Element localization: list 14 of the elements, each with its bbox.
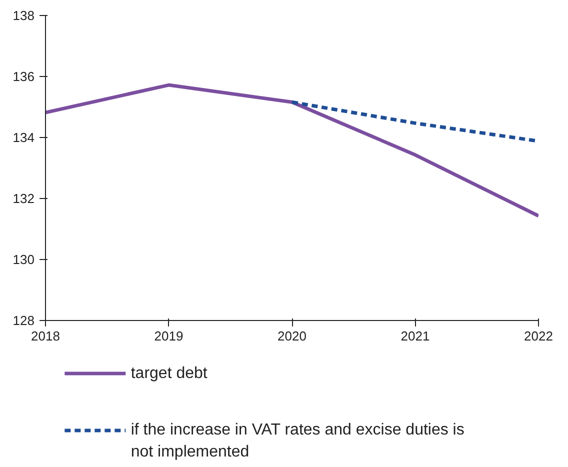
x-tick-label: 2018 — [31, 328, 60, 344]
legend-label: if the increase in VAT rates and excise duties is not implemented — [130, 422, 464, 461]
x-tick-label: 2020 — [278, 328, 306, 344]
y-tick-label: 128 — [12, 313, 35, 328]
line-series — [46, 83, 538, 218]
y-tick-label: 134 — [12, 130, 35, 145]
y-tick-label: 138 — [12, 8, 35, 23]
y-tick-label: 136 — [12, 69, 35, 84]
legend-label: target debt — [130, 365, 208, 382]
y-tick-label: 132 — [12, 191, 35, 206]
x-tick-label: 2021 — [400, 328, 430, 344]
x-tick-label: 2019 — [154, 328, 184, 344]
x-tick-label: 2022 — [524, 328, 553, 344]
y-tick-label: 130 — [12, 252, 35, 267]
